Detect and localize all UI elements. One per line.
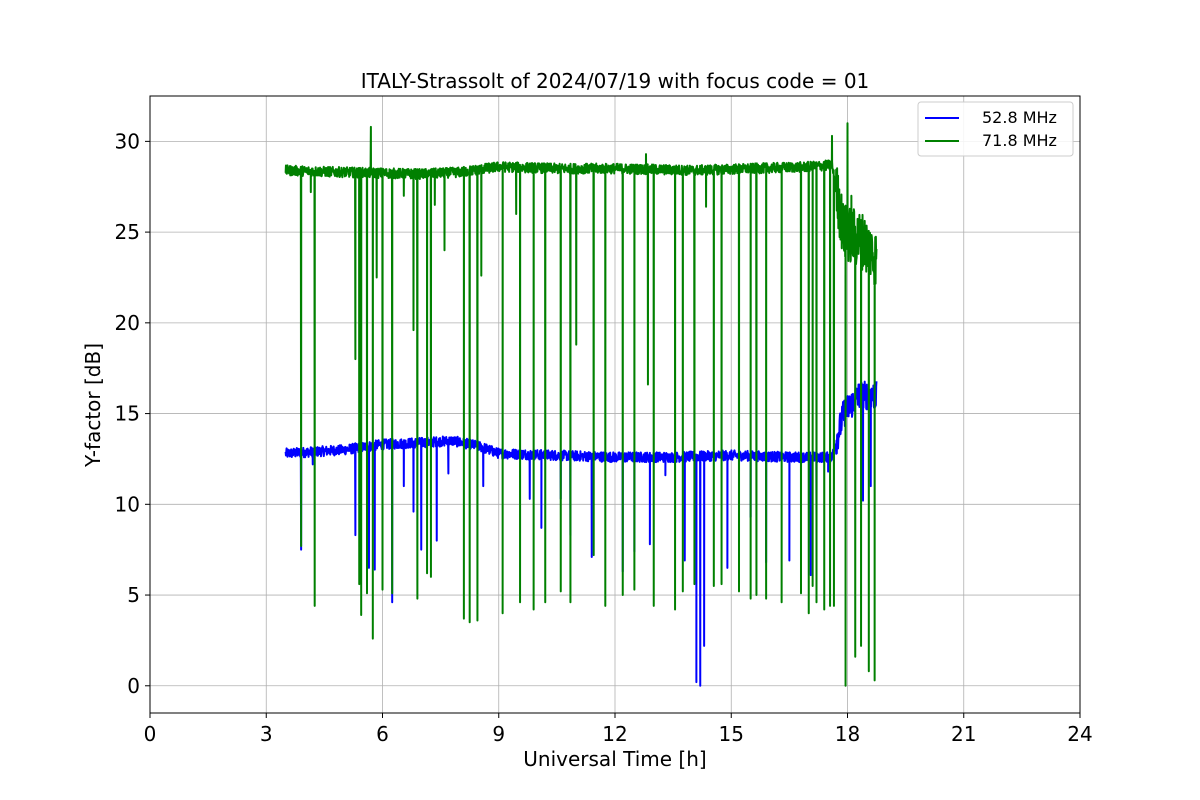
- y-tick-label: 5: [127, 583, 140, 607]
- x-tick-label: 15: [719, 722, 744, 746]
- x-tick-label: 0: [144, 722, 157, 746]
- x-tick-label: 24: [1067, 722, 1092, 746]
- x-tick-label: 21: [951, 722, 976, 746]
- legend-label-71-8: 71.8 MHz: [982, 131, 1057, 150]
- chart-title: ITALY-Strassolt of 2024/07/19 with focus…: [361, 69, 870, 93]
- y-tick-label: 25: [115, 220, 140, 244]
- legend: 52.8 MHz 71.8 MHz: [917, 101, 1074, 157]
- series-layer: [284, 122, 878, 687]
- legend-label-52-8: 52.8 MHz: [982, 108, 1057, 127]
- x-tick-label: 6: [376, 722, 389, 746]
- series-line-52-8-mhz: [284, 380, 878, 687]
- x-tick-label: 9: [492, 722, 505, 746]
- y-axis-label: Y-factor [dB]: [81, 343, 105, 468]
- x-tick-label: 18: [835, 722, 860, 746]
- legend-box: [917, 101, 1074, 157]
- y-tick-label: 20: [115, 311, 140, 335]
- x-axis-ticks: 0 3 6 9 12 15 18 21 24: [144, 713, 1093, 746]
- y-axis-ticks: 0 5 10 15 20 25 30: [115, 129, 150, 698]
- y-tick-label: 30: [115, 129, 140, 153]
- x-tick-label: 12: [602, 722, 627, 746]
- x-axis-label: Universal Time [h]: [523, 747, 706, 771]
- y-tick-label: 15: [115, 402, 140, 426]
- y-tick-label: 0: [127, 674, 140, 698]
- x-tick-label: 3: [260, 722, 273, 746]
- series-line-71-8-mhz: [284, 122, 878, 687]
- y-tick-label: 10: [115, 492, 140, 516]
